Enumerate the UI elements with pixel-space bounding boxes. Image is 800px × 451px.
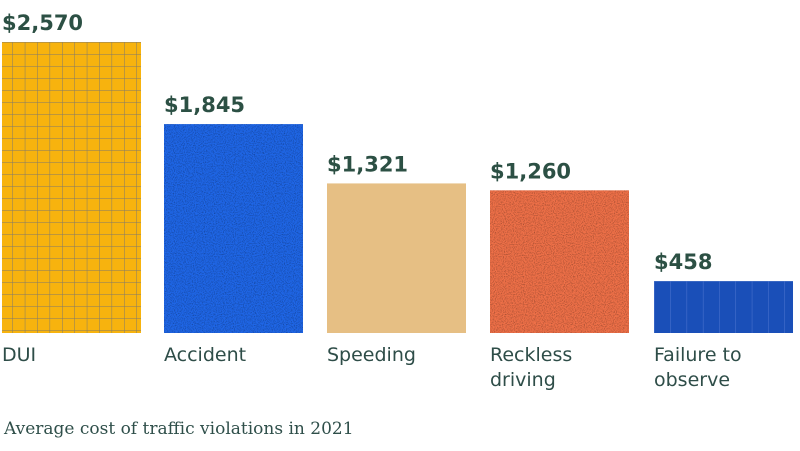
category-labels-group: DUI Accident Speeding Reckless driving Failur… — [2, 344, 742, 391]
bars-group — [2, 42, 793, 334]
category-label-failure-to-observe: Failure to observe — [654, 344, 742, 391]
bar-texture-dui — [2, 42, 141, 333]
value-label-accident: $1,845 — [164, 93, 245, 117]
bar-texture-failure-to-observe — [654, 281, 793, 333]
value-labels-group: $2,570 $1,845 $1,321 $1,260 $458 — [2, 11, 712, 274]
value-label-dui: $2,570 — [2, 11, 83, 35]
category-label-speeding: Speeding — [327, 344, 416, 366]
value-label-failure-to-observe: $458 — [654, 250, 712, 274]
bar-texture-accident — [164, 124, 303, 334]
value-label-reckless-driving: $1,260 — [490, 159, 571, 183]
bar-speeding — [327, 183, 466, 333]
bar-texture-reckless-driving — [490, 190, 629, 333]
value-label-speeding: $1,321 — [327, 152, 408, 176]
chart-caption: Average cost of traffic violations in 20… — [4, 419, 354, 439]
category-label-accident: Accident — [164, 344, 246, 366]
category-label-reckless-driving: Reckless driving — [490, 344, 572, 391]
category-label-dui: DUI — [2, 344, 36, 366]
